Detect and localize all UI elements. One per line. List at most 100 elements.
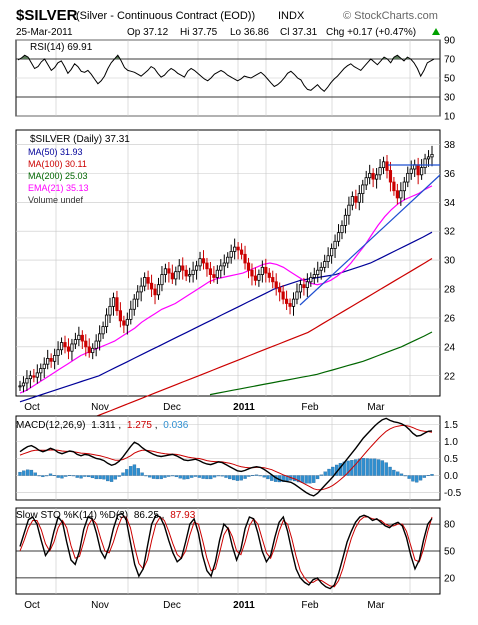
price-candle	[340, 225, 344, 234]
price-candle	[288, 303, 292, 307]
price-candle	[94, 340, 98, 349]
macd-histogram-bar	[52, 475, 56, 476]
sto-x-label: Mar	[367, 600, 385, 611]
macd-histogram-bar	[159, 475, 163, 480]
price-candle	[385, 161, 389, 171]
macd-panel: 1.5 1.0 0.5 0.0 -0.5	[15, 415, 462, 501]
price-title: $SILVER (Daily) 37.31	[30, 134, 130, 145]
ma200-line	[209, 331, 433, 396]
price-candle	[260, 266, 264, 275]
macd-histogram-bar	[83, 475, 87, 477]
macd-tick-label: 1.0	[444, 437, 458, 448]
price-candle	[201, 258, 206, 264]
price-candle	[354, 196, 358, 203]
price-candle	[42, 363, 46, 369]
price-candle	[257, 274, 261, 281]
macd-histogram-bar	[376, 459, 381, 476]
macd-histogram-bar	[315, 475, 320, 480]
macd-hist-value: 0.036	[163, 420, 188, 431]
macd-histogram-bar	[411, 475, 415, 482]
macd-histogram-bar	[388, 466, 392, 476]
price-x-label: Dec	[163, 402, 181, 413]
price-candle	[177, 265, 181, 273]
price-candle	[66, 346, 71, 352]
chart-date: 25-Mar-2011	[16, 27, 73, 38]
price-candle	[399, 190, 403, 199]
macd-histogram-bar	[209, 475, 213, 480]
rsi-line	[17, 54, 435, 92]
ma100-line	[59, 257, 433, 432]
price-candle	[132, 298, 136, 310]
price-candle	[406, 172, 410, 183]
rsi-tick-label: 70	[444, 55, 456, 66]
price-candle	[295, 291, 299, 300]
price-candle	[139, 285, 143, 293]
rsi-tick-label: 90	[444, 36, 456, 47]
legend-ma100: MA(100) 30.11	[28, 159, 87, 169]
price-candle	[146, 277, 150, 284]
price-candle	[323, 261, 327, 268]
sto-k-value: 86.25	[134, 510, 159, 521]
price-candle	[423, 158, 427, 168]
macd-histogram-bar	[136, 468, 140, 476]
sto-d-value: 87.93	[170, 510, 195, 521]
sto-d-line	[19, 516, 433, 588]
price-candle	[316, 269, 320, 275]
price-tick-label: 22	[444, 371, 456, 382]
price-candle	[246, 262, 251, 271]
macd-histogram-bar	[94, 475, 98, 480]
price-candle	[35, 372, 39, 378]
price-candle	[122, 320, 126, 326]
macd-histogram-bar	[170, 475, 175, 477]
macd-histogram-bar	[266, 475, 270, 480]
macd-histogram-bar	[331, 466, 335, 476]
macd-histogram-bar	[132, 464, 137, 476]
price-candle	[250, 269, 254, 277]
macd-histogram-bar	[430, 474, 434, 476]
macd-histogram-bar	[113, 475, 118, 480]
price-candle	[430, 154, 434, 158]
stockcharts-watermark: © StockCharts.com	[343, 10, 438, 22]
macd-histogram-bar	[239, 475, 243, 481]
macd-histogram-bar	[33, 472, 37, 476]
price-candle	[163, 268, 168, 275]
macd-histogram-bar	[29, 469, 34, 476]
price-candle	[108, 305, 112, 316]
price-candle	[84, 340, 88, 348]
price-candle	[184, 269, 188, 277]
price-candle	[181, 265, 185, 271]
ma50-line	[19, 231, 433, 403]
high-price: Hi 37.75	[180, 27, 218, 38]
price-candle	[191, 269, 195, 275]
macd-histogram-bar	[25, 469, 30, 476]
price-tick-label: 30	[444, 256, 456, 267]
macd-histogram-bar	[18, 471, 22, 476]
macd-tick-label: 0.5	[444, 454, 458, 465]
macd-histogram-bar	[365, 458, 369, 476]
macd-histogram-bar	[178, 475, 182, 479]
price-candle	[219, 265, 223, 271]
price-candle	[208, 268, 213, 275]
macd-histogram-bar	[235, 475, 240, 481]
macd-histogram-bar	[163, 475, 167, 478]
macd-histogram-bar	[48, 473, 53, 476]
macd-histogram-bar	[182, 475, 186, 480]
price-candle	[239, 249, 244, 255]
price-candle	[420, 167, 424, 176]
price-tick-label: 28	[444, 285, 456, 296]
up-triangle-icon	[432, 28, 440, 35]
price-candle	[402, 181, 406, 192]
macd-histogram-bar	[201, 475, 205, 479]
price-candle	[278, 287, 282, 293]
price-candle	[98, 333, 102, 342]
price-candle	[28, 375, 32, 380]
macd-histogram-bar	[67, 475, 72, 476]
sto-title-prefix: Slow STO %K(14) %D(3)	[16, 510, 128, 521]
price-candle	[170, 272, 174, 280]
rsi-tick-label: 30	[444, 93, 456, 104]
macd-signal-value: 1.275	[127, 420, 152, 431]
macd-histogram-bar	[90, 475, 95, 479]
macd-histogram-bar	[140, 472, 144, 476]
sto-x-label: Dec	[163, 600, 181, 611]
